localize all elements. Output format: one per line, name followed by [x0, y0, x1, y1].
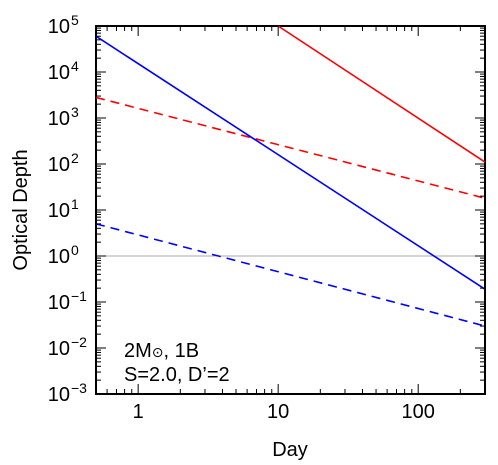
x-tick-label: 1	[133, 401, 144, 423]
x-tick-label: 10	[267, 401, 289, 423]
y-tick-exponent: 4	[71, 58, 79, 74]
y-tick-label: 10	[48, 62, 70, 84]
y-tick-label: 10	[48, 16, 70, 38]
y-tick-base: 10	[48, 62, 70, 84]
y-tick-base: 10	[48, 200, 70, 222]
y-tick-exponent: 2	[71, 150, 79, 166]
y-tick-exponent: 3	[71, 104, 79, 120]
y-tick-label: 10	[48, 154, 70, 176]
annotation-mass: 2M⊙, 1B	[124, 340, 199, 362]
y-tick-base: 10	[48, 16, 70, 38]
y-tick-exponent: −2	[71, 334, 87, 350]
plot-frame	[95, 25, 486, 395]
y-tick-exponent: 0	[71, 242, 79, 258]
annotation-mass-suffix: , 1B	[164, 340, 200, 362]
tick-layer	[95, 25, 486, 395]
y-axis-label: Optical Depth	[10, 149, 32, 270]
y-tick-exponent: 1	[71, 196, 79, 212]
sun-symbol: ⊙	[152, 344, 164, 360]
y-tick-label: 10	[48, 338, 70, 360]
y-tick-exponent: −1	[71, 288, 87, 304]
y-tick-label: 10	[48, 246, 70, 268]
series-line-2	[95, 96, 486, 200]
y-tick-base: 10	[48, 384, 70, 406]
y-tick-label: 10	[48, 384, 70, 406]
annotation-params: S=2.0, D’=2	[124, 364, 230, 386]
x-axis-label: Day	[272, 439, 308, 461]
series-layer	[95, 25, 486, 327]
y-tick-base: 10	[48, 292, 70, 314]
y-tick-base: 10	[48, 338, 70, 360]
y-tick-base: 10	[48, 108, 70, 130]
y-tick-label: 10	[48, 292, 70, 314]
y-tick-exponent: −3	[71, 380, 87, 396]
series-line-1	[277, 25, 486, 163]
y-tick-base: 10	[48, 246, 70, 268]
y-tick-label: 10	[48, 108, 70, 130]
y-tick-base: 10	[48, 154, 70, 176]
y-tick-exponent: 5	[71, 12, 79, 28]
x-tick-label: 100	[402, 401, 435, 423]
series-line-4	[95, 223, 486, 327]
y-tick-label: 10	[48, 200, 70, 222]
annotation-mass-prefix: 2M	[124, 340, 152, 362]
series-line-3	[95, 35, 486, 290]
